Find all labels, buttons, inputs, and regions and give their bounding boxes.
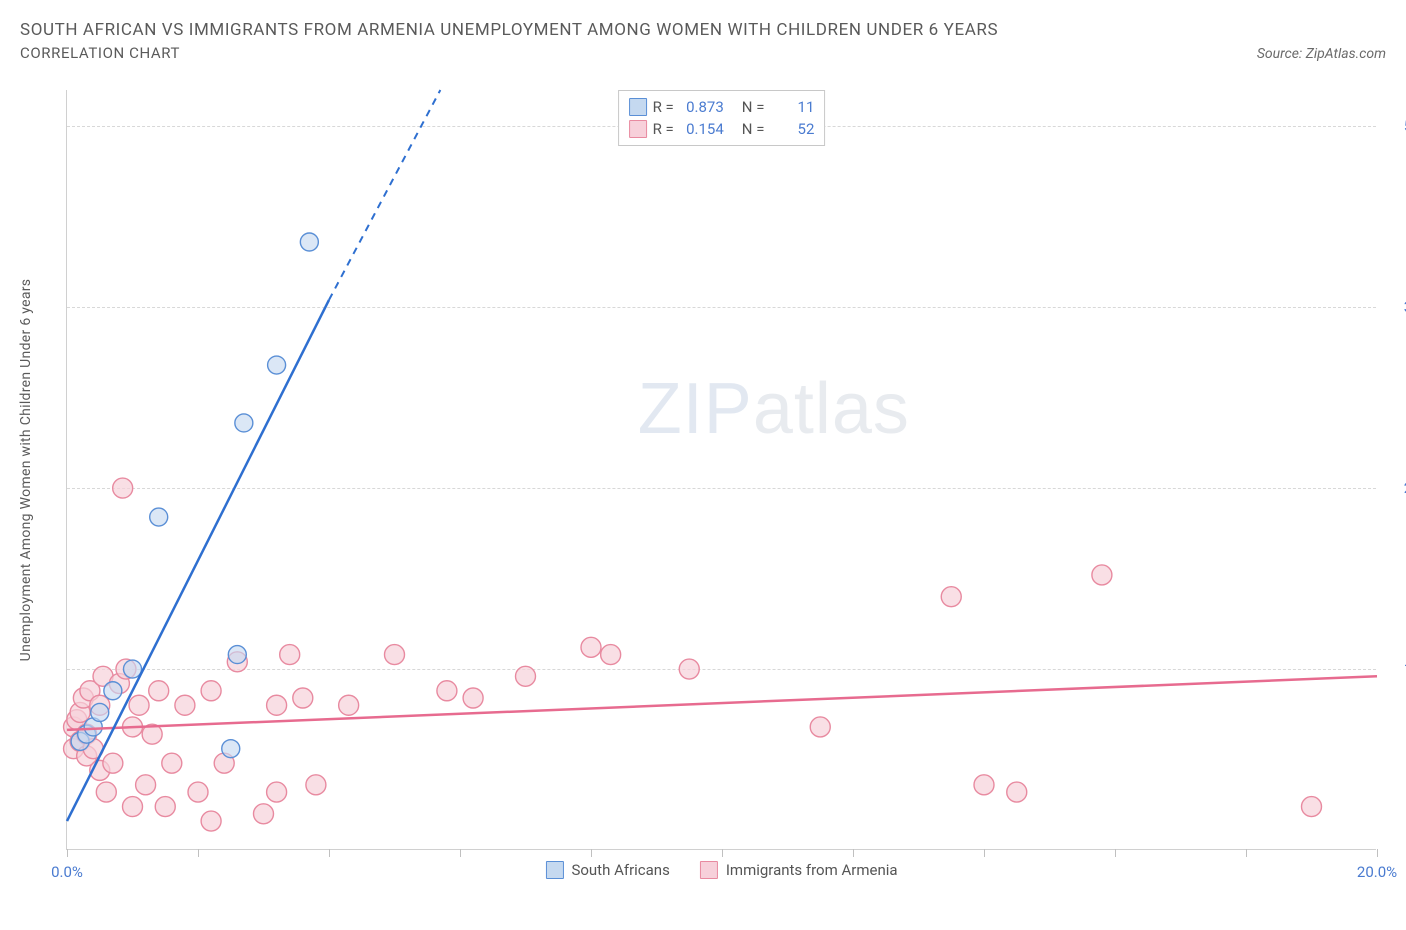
legend-item-blue: South Africans [545,861,669,879]
data-point [96,782,116,802]
chart-area: Unemployment Among Women with Children U… [66,90,1376,850]
chart-source: Source: ZipAtlas.com [1257,46,1386,62]
legend-label-pink: Immigrants from Armenia [726,861,898,879]
series-legend: South Africans Immigrants from Armenia [545,861,897,879]
data-point [91,703,109,721]
x-tick [722,849,723,857]
data-point [306,775,326,795]
data-point [1302,797,1322,817]
data-point [293,688,313,708]
legend-label-blue: South Africans [571,861,669,879]
x-tick [1115,849,1116,857]
data-point [268,356,286,374]
x-tick [460,849,461,857]
data-point [155,797,175,817]
data-point [149,681,169,701]
y-tick-label: 25.0% [1384,479,1406,497]
n-value-pink: 52 [770,118,814,140]
data-point [162,753,182,773]
data-point [129,695,149,715]
r-value-pink: 0.154 [680,118,724,140]
data-point [300,233,318,251]
data-point [974,775,994,795]
r-value-blue: 0.873 [680,96,724,118]
data-point [124,660,142,678]
data-point [254,804,274,824]
data-point [581,637,601,657]
data-point [1092,565,1112,585]
data-point [123,797,143,817]
scatter-plot [67,90,1377,850]
y-tick-label: 50.0% [1384,117,1406,135]
y-tick-label: 37.5% [1384,298,1406,316]
x-tick-label: 20.0% [1357,863,1397,881]
data-point [103,753,123,773]
swatch-blue [629,98,647,116]
x-tick [1246,849,1247,857]
data-point [228,646,246,664]
n-value-blue: 11 [770,96,814,118]
x-tick [984,849,985,857]
data-point [339,695,359,715]
x-tick [329,849,330,857]
x-tick [198,849,199,857]
data-point [113,478,133,498]
data-point [280,645,300,665]
data-point [437,681,457,701]
data-point [222,740,240,758]
data-point [175,695,195,715]
x-tick [853,849,854,857]
data-point [267,695,287,715]
data-point [810,717,830,737]
data-point [188,782,208,802]
data-point [516,666,536,686]
data-point [235,414,253,432]
legend-row-pink: R = 0.154 N = 52 [629,118,815,140]
data-point [941,587,961,607]
legend-item-pink: Immigrants from Armenia [700,861,898,879]
chart-subtitle: CORRELATION CHART [20,44,180,62]
data-point [267,782,287,802]
data-point [601,645,621,665]
data-point [679,659,699,679]
y-tick-label: 12.5% [1384,660,1406,678]
swatch-blue-icon [545,861,563,879]
x-tick-label: 0.0% [51,863,83,881]
data-point [1007,782,1027,802]
x-tick [67,849,68,857]
trend-line [67,676,1377,730]
chart-title: SOUTH AFRICAN VS IMMIGRANTS FROM ARMENIA… [20,20,1386,40]
y-axis-label: Unemployment Among Women with Children U… [18,279,34,662]
data-point [136,775,156,795]
plot-area: ZIPatlas 12.5%25.0%37.5%50.0% 0.0%20.0% … [66,90,1376,850]
data-point [463,688,483,708]
data-point [201,681,221,701]
data-point [385,645,405,665]
data-point [104,682,122,700]
swatch-pink-icon [700,861,718,879]
swatch-pink [629,120,647,138]
x-tick [1377,849,1378,857]
trend-line [67,300,329,821]
x-tick [591,849,592,857]
data-point [201,811,221,831]
trend-line-extrapolated [329,90,440,300]
correlation-legend: R = 0.873 N = 11 R = 0.154 N = 52 [618,90,826,146]
legend-row-blue: R = 0.873 N = 11 [629,96,815,118]
data-point [150,508,168,526]
